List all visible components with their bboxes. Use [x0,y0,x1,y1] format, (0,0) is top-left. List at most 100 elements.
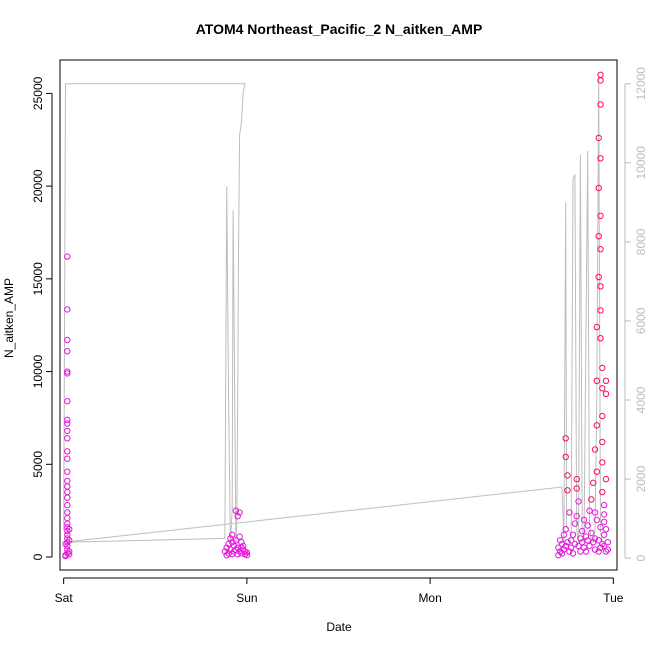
y2-tick-label: 6000 [634,307,648,334]
x-tick-label: Sun [236,591,257,605]
data-point [579,527,586,535]
x-tick-label: Mon [418,591,441,605]
data-point [66,526,73,533]
data-point [62,552,69,560]
y2-tick-label: 12000 [634,67,648,101]
data-point [568,544,575,551]
chart-title: ATOM4 Northeast_Pacific_2 N_aitken_AMP [196,21,483,37]
data-point [562,435,569,442]
data-point [64,527,71,535]
y-tick-label: 15000 [31,262,45,296]
data-point [577,535,584,542]
data-point [557,548,564,555]
data-point [221,548,229,555]
data-point [566,548,573,555]
data-point [597,335,604,342]
data-point [64,398,71,405]
axes-layer: Sat Sun Mon Tue 0 5000 10000 15000 20000 25000 0 20… [31,67,648,605]
data-point [588,529,595,537]
data-point [601,518,608,525]
data-point [593,422,600,429]
data-point [64,435,71,442]
data-point [240,542,247,550]
data-point [64,448,71,455]
data-point [64,336,71,344]
data-point [555,544,562,551]
data-point [564,539,571,546]
data-point [225,540,232,548]
y2-tick-label: 2000 [634,465,648,492]
data-point [238,544,245,551]
data-point [602,526,610,533]
data-point [229,531,236,538]
data-point [601,542,608,550]
data-point [575,542,582,550]
data-point [64,514,71,522]
data-point [595,134,602,142]
data-point [64,539,71,546]
y2-tick-label: 10000 [634,146,648,180]
data-point [597,283,604,290]
data-point [64,494,71,501]
data-point [64,253,71,260]
data-point [64,368,71,375]
x-axis-label: Date [326,620,352,634]
data-point [225,550,232,557]
data-point [573,485,580,492]
data-point [64,524,71,531]
data-point [586,542,593,550]
data-point [584,537,591,544]
data-point [558,540,566,548]
data-point [595,233,602,240]
data-point [234,544,241,551]
data-point [599,385,606,392]
y-tick-label: 20000 [31,169,45,203]
data-point [597,101,604,108]
data-point [588,496,595,503]
data-point [564,487,571,494]
plot-frame [59,59,618,571]
data-point [573,475,580,483]
data-point [601,511,608,518]
data-point [591,546,599,553]
data-point [599,364,606,372]
data-point [64,427,71,435]
y-tick-label: 10000 [31,355,45,389]
data-point [573,513,580,520]
data-point [593,516,600,524]
data-point [232,537,240,544]
data-point [562,542,569,550]
data-point [243,549,251,556]
series-layer [62,71,611,560]
data-point [593,377,600,384]
data-point [591,509,599,516]
data-point [597,307,604,314]
data-point [64,501,71,509]
data-point [584,522,591,529]
data-point [582,548,590,555]
data-point [232,507,240,514]
data-point [564,472,571,479]
data-point [64,488,71,496]
data-point [64,348,71,355]
data-point [236,509,243,516]
data-point [64,520,71,527]
y2-tick-label: 0 [634,554,648,561]
data-point [590,539,597,546]
x-tick-label: Tue [603,591,624,605]
y2-tick-label: 4000 [634,386,648,413]
data-point [64,455,71,462]
x-tick-label: Sat [55,591,74,605]
data-point [601,501,608,509]
data-point [66,551,73,558]
data-point [571,540,579,548]
data-point [64,416,71,423]
data-point [595,537,602,544]
data-point [575,498,582,505]
data-point [602,548,610,555]
data-point [595,273,602,281]
data-point [571,520,579,527]
data-point [599,412,606,420]
data-point [230,542,238,550]
